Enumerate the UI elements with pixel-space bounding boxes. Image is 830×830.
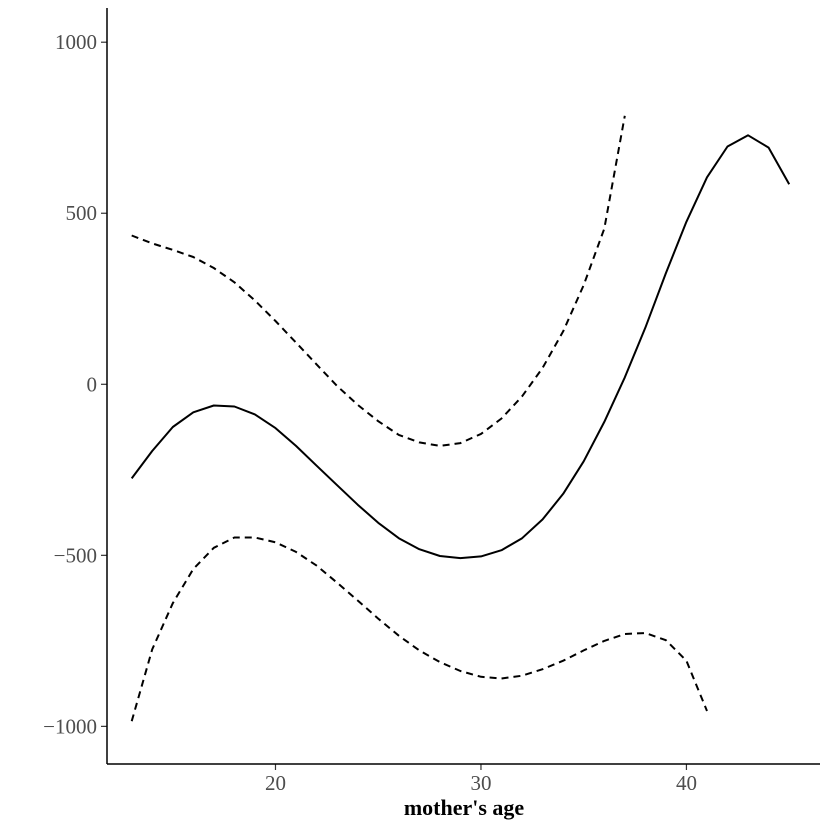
- x-axis-ticks: 20 30 40: [265, 764, 697, 795]
- y-tick-label: 0: [87, 372, 98, 396]
- y-tick-label: 500: [66, 201, 98, 225]
- x-axis-title: mother's age: [404, 795, 525, 820]
- lower-bound-line: [130, 536, 708, 722]
- x-tick-label: 40: [676, 771, 697, 795]
- y-tick-label: 1000: [55, 30, 97, 54]
- y-axis-ticks: −1000 −500 0 500 1000: [43, 30, 107, 738]
- y-tick-label: −500: [54, 543, 97, 567]
- estimate-line: [130, 134, 791, 560]
- series-layer: [130, 115, 791, 722]
- upper-bound-line: [131, 115, 626, 447]
- x-tick-label: 30: [470, 771, 491, 795]
- y-tick-label: −1000: [43, 714, 97, 738]
- x-tick-label: 20: [265, 771, 286, 795]
